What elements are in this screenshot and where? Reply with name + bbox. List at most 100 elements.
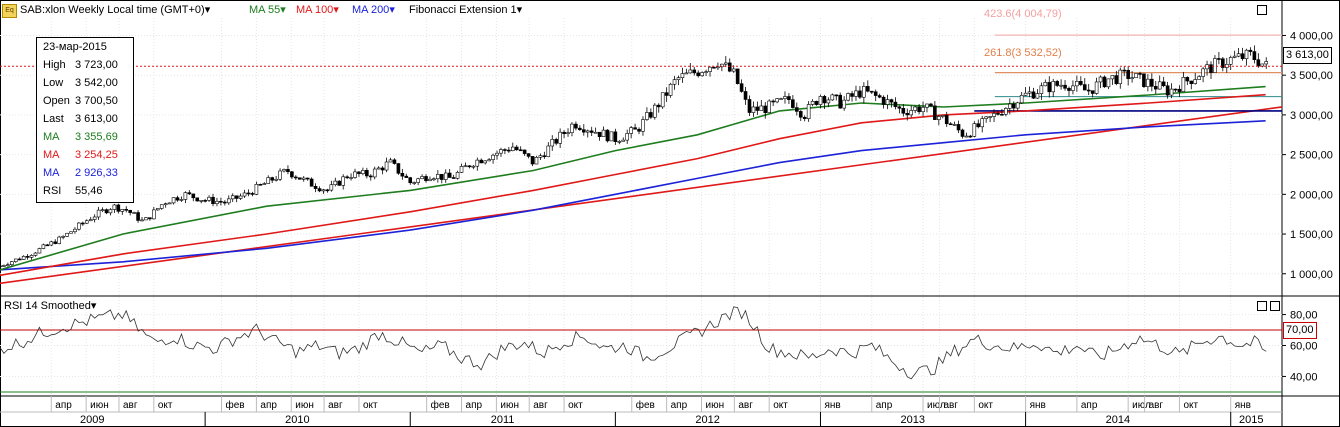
- candle-body: [704, 71, 708, 73]
- x-month-label: авг: [943, 400, 958, 411]
- candle-body: [984, 116, 988, 119]
- infobox-label: Last: [43, 113, 64, 125]
- ma55-line: [0, 85, 1266, 271]
- candle-body: [361, 170, 365, 175]
- candle-body: [203, 200, 207, 202]
- x-month-label: апр: [55, 400, 72, 411]
- candle-body: [120, 208, 125, 212]
- x-month-label: окт: [1183, 400, 1198, 411]
- candle-body: [562, 131, 566, 135]
- candle-body: [392, 159, 397, 164]
- candle-body: [948, 123, 953, 126]
- candle-body: [1138, 73, 1142, 75]
- candle-body: [471, 165, 476, 168]
- candle-body: [455, 172, 460, 179]
- fibonacci-label: Fibonacci Extension 1: [409, 4, 517, 16]
- candle-body: [1047, 82, 1052, 93]
- x-month-label: янв: [1235, 400, 1251, 411]
- x-month-label: июн: [706, 400, 725, 411]
- candle-body: [980, 118, 985, 128]
- legend-ma55[interactable]: MA 55▾: [249, 3, 286, 18]
- symbol-label[interactable]: SAB:xlon Weekly Local time (GMT+0)▾: [20, 3, 210, 18]
- candle-body: [700, 72, 704, 77]
- candle-body: [1134, 73, 1138, 79]
- candle-body: [660, 92, 665, 108]
- x-month-label: авг: [738, 400, 753, 411]
- candle-body: [345, 176, 349, 179]
- candle-body: [676, 77, 681, 80]
- candle-body: [491, 154, 495, 160]
- candle-body: [167, 202, 172, 205]
- x-month-label: июн: [500, 400, 519, 411]
- candle-body: [507, 149, 511, 152]
- rsi-tick-label: 80,00: [1290, 310, 1318, 322]
- candle-body: [530, 156, 535, 165]
- candle-body: [1055, 81, 1059, 86]
- chevron-down-icon[interactable]: ▾: [204, 4, 211, 16]
- candle-body: [1130, 77, 1134, 80]
- candle-body: [45, 244, 50, 247]
- infobox-row: MA 3 355,69: [43, 128, 131, 146]
- candle-body: [905, 112, 910, 116]
- close-rsi-button[interactable]: [1270, 301, 1280, 311]
- candle-body: [735, 68, 740, 84]
- chevron-down-icon[interactable]: ▾: [333, 4, 339, 16]
- candle-body: [1090, 90, 1095, 94]
- chevron-down-icon[interactable]: ▾: [389, 4, 395, 16]
- candle-body: [368, 175, 373, 178]
- candle-body: [187, 192, 192, 195]
- candle-body: [179, 199, 184, 201]
- candle-body: [1244, 49, 1249, 60]
- candle-body: [1004, 108, 1008, 115]
- candle-body: [1051, 81, 1056, 93]
- infobox-label: High: [43, 59, 66, 71]
- x-month-label: янв: [824, 400, 840, 411]
- ma55-label: MA 55: [249, 4, 281, 16]
- infobox-value: 3 723,00: [75, 59, 118, 71]
- candle-body: [791, 99, 795, 108]
- x-month-label: апр: [1081, 400, 1098, 411]
- candle-body: [155, 208, 160, 211]
- candle-body: [889, 99, 894, 103]
- maximize-panel-button[interactable]: [1257, 5, 1267, 15]
- legend-ma100[interactable]: MA 100▾: [296, 3, 339, 18]
- candle-body: [802, 116, 807, 119]
- legend-ma200[interactable]: MA 200▾: [352, 3, 395, 18]
- chevron-down-icon[interactable]: ▾: [90, 300, 97, 312]
- candle-body: [21, 256, 26, 260]
- rsi-panel-title[interactable]: RSI 14 Smoothed▾: [4, 299, 96, 312]
- candle-body: [542, 155, 547, 158]
- candle-body: [775, 98, 779, 103]
- y-tick-label: 3 000,00: [1290, 110, 1333, 122]
- maximize-rsi-button[interactable]: [1257, 301, 1267, 311]
- candle-body: [1153, 86, 1158, 90]
- candle-body: [49, 241, 54, 246]
- infobox-value: 3 613,00: [75, 113, 118, 125]
- candle-body: [372, 168, 377, 178]
- candle-body: [574, 123, 578, 129]
- candle-body: [964, 135, 969, 138]
- candle-body: [1059, 84, 1063, 87]
- x-year-label: 2015: [1239, 414, 1263, 426]
- candle-body: [1197, 76, 1201, 80]
- candle-body: [846, 93, 850, 101]
- candle-body: [625, 133, 629, 141]
- candle-body: [996, 113, 1000, 115]
- candle-body: [1252, 51, 1257, 60]
- candle-body: [937, 116, 941, 120]
- legend-fibonacci[interactable]: Fibonacci Extension 1▾: [409, 3, 522, 18]
- chevron-down-icon[interactable]: ▾: [280, 4, 286, 16]
- candle-body: [952, 124, 957, 126]
- candle-body: [597, 131, 602, 137]
- candle-body: [499, 149, 503, 154]
- candle-body: [238, 195, 243, 199]
- candle-body: [1110, 75, 1115, 80]
- equity-icon: Eq: [2, 4, 17, 18]
- candle-body: [850, 93, 854, 97]
- candle-body: [1221, 58, 1225, 68]
- x-month-label: авг: [328, 400, 343, 411]
- chevron-down-icon[interactable]: ▾: [516, 4, 523, 16]
- candle-body: [680, 73, 685, 79]
- candle-body: [940, 115, 945, 117]
